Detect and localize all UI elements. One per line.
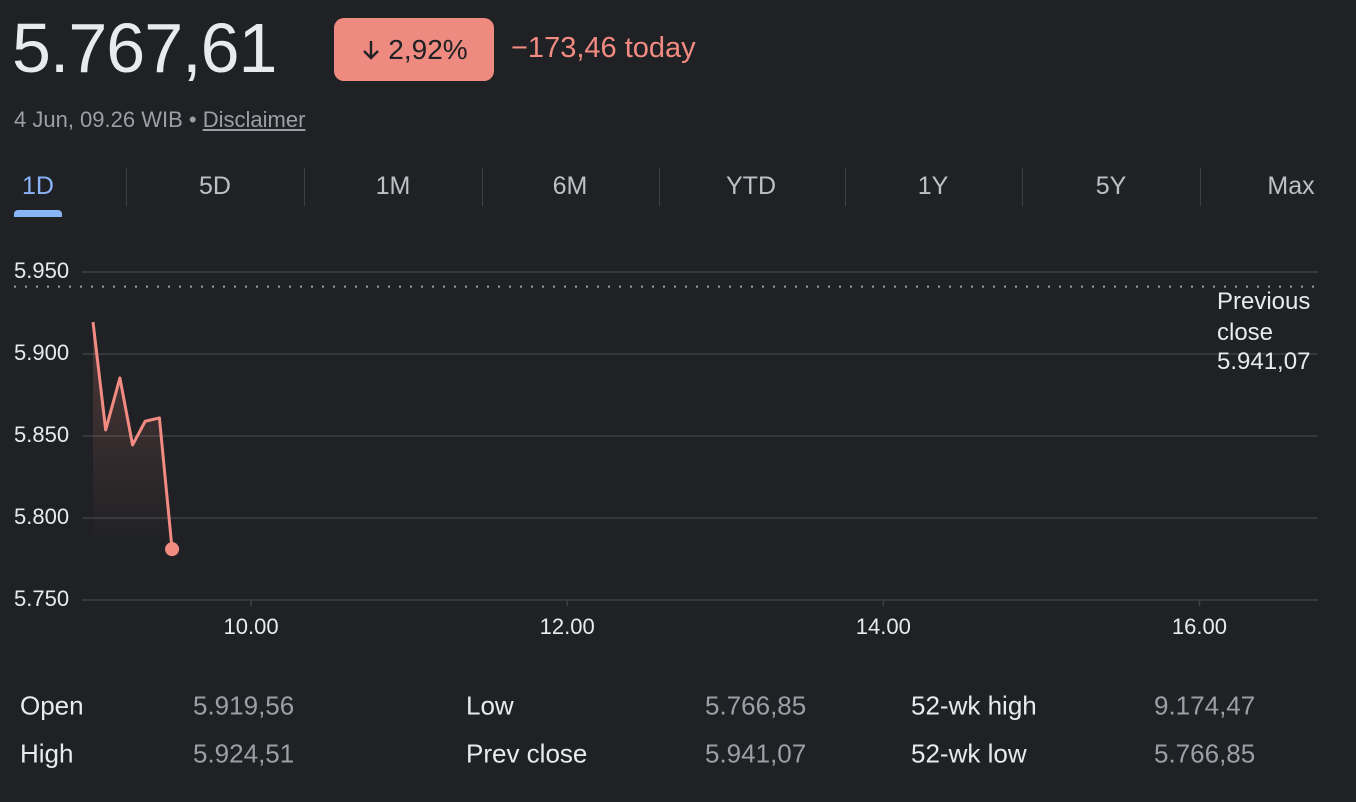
x-tick-label: 10.00 — [224, 614, 279, 639]
stat-label: Open — [20, 690, 84, 721]
stat-label: High — [20, 738, 74, 769]
stat-value: 5.924,51 — [193, 738, 295, 769]
range-tab[interactable]: 6M — [552, 172, 588, 200]
y-tick-label: 5.800 — [14, 504, 69, 529]
y-tick-label: 5.950 — [14, 258, 69, 283]
range-tab[interactable]: 1Y — [917, 172, 949, 200]
tab-separator — [482, 168, 483, 206]
previous-close-label: Previous close — [1217, 288, 1311, 346]
price: 5.767,61 — [12, 9, 277, 87]
y-tick-label: 5.900 — [14, 340, 69, 365]
tab-separator — [1022, 168, 1023, 206]
x-tick-label: 14.00 — [856, 614, 911, 639]
chart: 5.750 5.800 5.850 5.900 5.950 10.00 12.00 14.00… — [14, 258, 1318, 639]
subline: 4 Jun, 09.26 WIB • Disclaimer — [14, 107, 305, 133]
tab-separator — [845, 168, 846, 206]
tab-separator — [126, 168, 127, 206]
y-tick-label: 5.750 — [14, 586, 69, 611]
tab-separator — [659, 168, 660, 206]
timestamp: 4 Jun, 09.26 WIB — [14, 107, 183, 132]
x-tick-label: 12.00 — [540, 614, 595, 639]
tab-separator — [1200, 168, 1201, 206]
stat-value: 9.174,47 — [1154, 690, 1256, 721]
y-tick-label: 5.850 — [14, 422, 69, 447]
tab-separator — [304, 168, 305, 206]
range-tab[interactable]: 1D — [22, 172, 54, 200]
stat-label: Prev close — [466, 738, 588, 769]
change-today: −173,46 today — [511, 32, 696, 64]
range-tab[interactable]: 5Y — [1095, 172, 1127, 200]
stat-label: 52-wk low — [911, 738, 1027, 769]
range-tab[interactable]: 1M — [375, 172, 411, 200]
stat-label: 52-wk high — [911, 690, 1037, 721]
range-tab[interactable]: 5D — [199, 172, 231, 200]
last-point — [165, 542, 180, 557]
stat-value: 5.766,85 — [1154, 738, 1256, 769]
change-percent: 2,92% — [388, 33, 468, 65]
separator: • — [188, 107, 197, 132]
stat-label: Low — [466, 690, 514, 721]
area-fill — [93, 322, 173, 600]
stat-value: 5.941,07 — [705, 738, 807, 769]
down-arrow-icon — [363, 40, 380, 60]
disclaimer-link[interactable]: Disclaimer — [202, 107, 306, 132]
x-tick-label: 16.00 — [1172, 614, 1227, 639]
tab-underline — [14, 210, 62, 217]
range-tab[interactable]: Max — [1267, 172, 1315, 200]
change-badge: 2,92% — [334, 18, 494, 81]
price-line — [91, 321, 174, 550]
range-tab[interactable]: YTD — [726, 172, 776, 200]
stat-value: 5.919,56 — [193, 690, 295, 721]
previous-close-value: 5.941,07 — [1217, 348, 1311, 375]
stat-value: 5.766,85 — [705, 690, 807, 721]
